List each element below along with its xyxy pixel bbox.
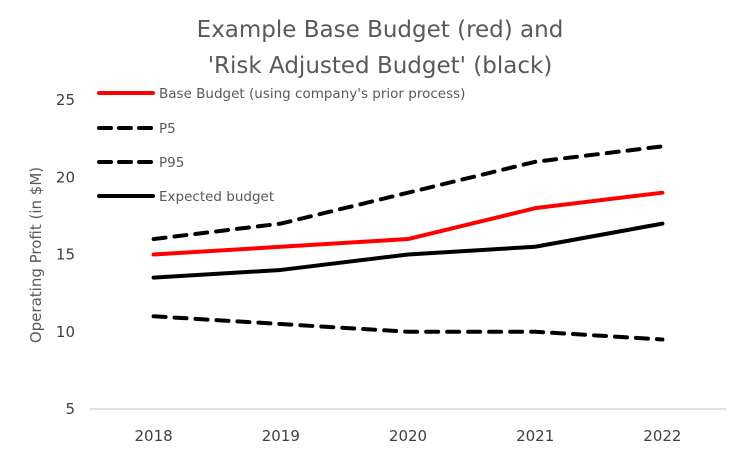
y-axis-label: Operating Profit (in $M)	[27, 167, 45, 343]
series-line-p95	[151, 144, 665, 242]
series-line-base-budget-using-company-s-prior-process	[151, 190, 665, 257]
x-tick-label: 2018	[135, 427, 173, 445]
y-tick-label: 15	[56, 246, 75, 264]
series-lines	[151, 144, 665, 342]
legend-label: P95	[159, 155, 184, 171]
x-tick-labels: 2018 2019 2020 2021 2022	[135, 427, 682, 445]
series-line-p5	[151, 314, 665, 342]
x-tick-label: 2019	[262, 427, 300, 445]
chart-title-line-2: 'Risk Adjusted Budget' (black)	[208, 53, 553, 79]
legend: Base Budget (using company's prior proce…	[97, 86, 465, 205]
y-tick-label: 10	[56, 323, 75, 341]
y-tick-label: 5	[65, 400, 75, 418]
x-tick-label: 2020	[389, 427, 427, 445]
chart-title: Example Base Budget (red) and 'Risk Adju…	[197, 17, 564, 79]
legend-label: Base Budget (using company's prior proce…	[159, 86, 465, 102]
x-tick-label: 2022	[643, 427, 681, 445]
series-line-expected-budget	[151, 221, 665, 280]
legend-label: P5	[159, 121, 176, 137]
y-tick-label: 25	[56, 91, 75, 109]
y-tick-label: 20	[56, 168, 75, 186]
x-tick-label: 2021	[516, 427, 554, 445]
y-tick-labels: 5 10 15 20 25	[56, 91, 75, 418]
legend-label: Expected budget	[159, 189, 274, 205]
chart-title-line-1: Example Base Budget (red) and	[197, 17, 564, 43]
